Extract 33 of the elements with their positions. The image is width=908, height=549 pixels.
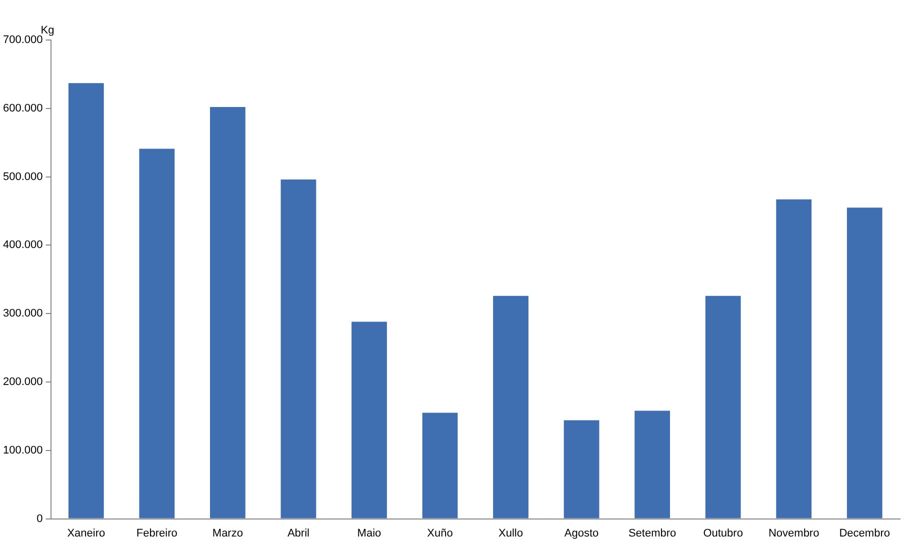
bar <box>705 296 741 518</box>
x-tick-label: Agosto <box>564 527 599 540</box>
x-tick-label: Marzo <box>212 527 243 540</box>
y-tick-label: 300.000 <box>2 308 43 320</box>
x-tick-label: Decembro <box>839 527 890 540</box>
y-tick-label: 400.000 <box>2 239 43 252</box>
bar <box>493 296 528 518</box>
bar <box>139 148 175 518</box>
x-tick-label: Xullo <box>498 527 523 540</box>
x-tick-label: Maio <box>357 527 382 540</box>
bar <box>776 199 812 518</box>
x-tick-label: Abril <box>287 527 310 540</box>
bar <box>846 208 882 518</box>
x-tick-label: Novembro <box>768 527 820 540</box>
x-tick-label: Xaneiro <box>67 527 106 540</box>
y-tick-label: 600.000 <box>2 102 43 114</box>
y-tick-label: 200.000 <box>2 376 43 388</box>
y-tick-label: 700.000 <box>2 34 43 46</box>
bar <box>564 420 600 518</box>
y-tick-label: 100.000 <box>2 444 43 456</box>
x-tick-label: Outubro <box>703 527 743 540</box>
bar <box>210 107 246 518</box>
bar <box>280 180 316 518</box>
x-tick-label: Setembro <box>628 527 676 540</box>
y-tick-label: 500.000 <box>2 170 43 183</box>
x-tick-label: Xuño <box>427 527 453 540</box>
y-tick-label: 0 <box>36 512 43 525</box>
bar <box>422 412 458 518</box>
y-axis-title: Kg <box>40 24 54 37</box>
bar <box>352 322 387 518</box>
bar <box>634 410 670 518</box>
x-tick-label: Febreiro <box>136 527 178 540</box>
bar <box>68 83 104 518</box>
